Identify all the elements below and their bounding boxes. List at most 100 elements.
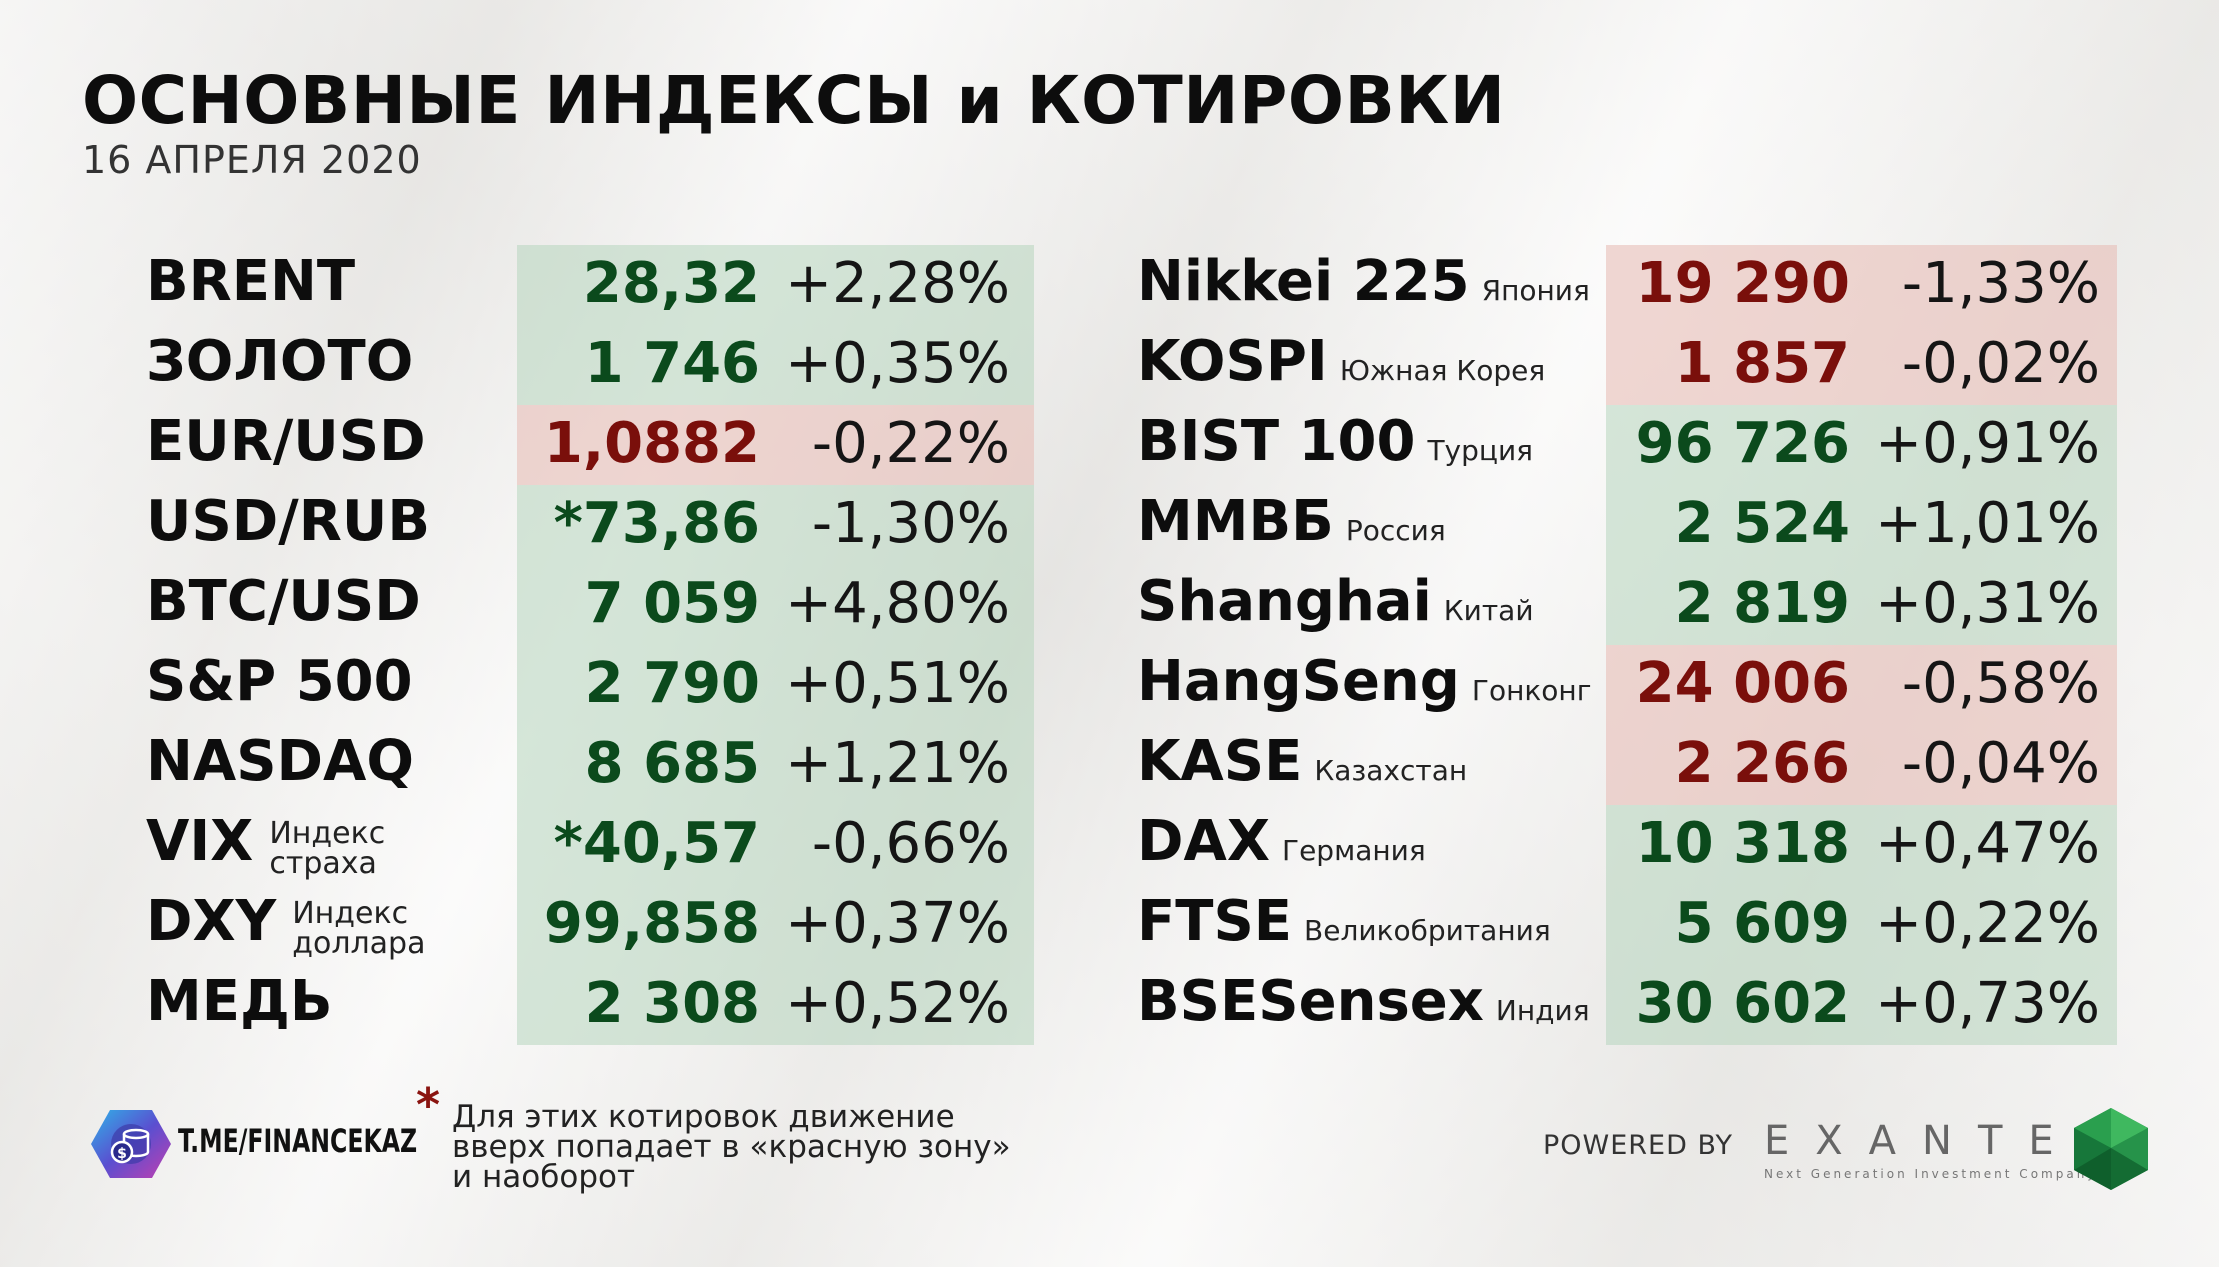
quote-value: 1,0882 <box>543 411 760 476</box>
quote-change: +1,21% <box>785 731 1010 796</box>
quote-name-text: NASDAQ <box>146 729 414 794</box>
quote-name-text: KOSPI <box>1137 329 1328 394</box>
quote-country: Гонконг <box>1471 674 1592 707</box>
quote-change: -0,04% <box>1901 731 2100 796</box>
quote-name: VIX Индекс страха <box>146 809 385 889</box>
quote-change: -0,02% <box>1901 331 2100 396</box>
quote-name-text: BSESensex <box>1137 969 1484 1034</box>
quote-value: 96 726 <box>1635 411 1850 476</box>
quote-name: ММВБ Россия <box>1137 489 1446 569</box>
quote-name: USD/RUB <box>146 489 430 569</box>
quote-name-text: ММВБ <box>1137 489 1334 554</box>
quote-change: +0,31% <box>1875 571 2100 636</box>
quote-subtitle-line: страха <box>269 846 377 881</box>
quote-subtitle-line: Индекс <box>269 816 386 851</box>
quote-name: DAX Германия <box>1137 809 1426 889</box>
quote-name: KASE Казахстан <box>1137 729 1467 809</box>
quote-name: BTC/USD <box>146 569 421 649</box>
quote-name: МЕДЬ <box>146 969 333 1049</box>
quote-name: NASDAQ <box>146 729 414 809</box>
quote-value: 10 318 <box>1635 811 1850 876</box>
quote-value: 2 819 <box>1674 571 1850 636</box>
quote-change: +0,73% <box>1875 971 2100 1036</box>
quote-change: -1,30% <box>811 491 1010 556</box>
quote-change: -0,66% <box>811 811 1010 876</box>
quote-name: Nikkei 225 Япония <box>1137 249 1590 329</box>
quote-value: 19 290 <box>1635 251 1850 316</box>
quote-value: 7 059 <box>584 571 760 636</box>
quote-subtitle-line: Индекс <box>292 896 409 931</box>
quote-value: 5 609 <box>1674 891 1850 956</box>
quote-name-text: BTC/USD <box>146 569 421 634</box>
quote-value: 8 685 <box>584 731 760 796</box>
quote-value: *73,86 <box>553 491 760 556</box>
quote-value: 28,32 <box>582 251 760 316</box>
quote-name: Shanghai Китай <box>1137 569 1534 649</box>
quote-name-text: USD/RUB <box>146 489 431 554</box>
quote-name-text: S&P 500 <box>146 649 413 714</box>
footnote-line: Для этих котировок движение <box>452 1099 955 1135</box>
quote-value: 24 006 <box>1635 651 1850 716</box>
quote-value: 1 857 <box>1674 331 1850 396</box>
quote-change: -1,33% <box>1901 251 2100 316</box>
footnote: Для этих котировок движение вверх попада… <box>452 1099 1011 1195</box>
right-red-band <box>1606 245 2117 405</box>
quote-name-text: VIX <box>146 809 254 874</box>
telegram-link[interactable]: T.ME/FINANCEKAZ <box>178 1122 418 1160</box>
quote-country: Германия <box>1282 834 1426 867</box>
quote-subtitle-line: доллара <box>292 926 426 961</box>
telegram-logo-icon: $ <box>90 1108 172 1180</box>
quote-name: BSESensex Индия <box>1137 969 1590 1049</box>
footnote-line: и наоборот <box>452 1159 636 1195</box>
quote-name-text: KASE <box>1137 729 1303 794</box>
footnote-line: вверх попадает в «красную зону» <box>452 1129 1011 1165</box>
quote-name-text: ЗОЛОТО <box>146 329 414 394</box>
left-green-band <box>517 485 1034 1045</box>
quote-change: +4,80% <box>785 571 1010 636</box>
quote-name-text: HangSeng <box>1137 649 1460 714</box>
quote-change: -0,58% <box>1901 651 2100 716</box>
quote-name-text: DAX <box>1137 809 1270 874</box>
quote-name: HangSeng Гонконг <box>1137 649 1591 729</box>
quote-value: 30 602 <box>1635 971 1850 1036</box>
note-asterisk: * <box>416 1078 441 1132</box>
left-green-band <box>517 245 1034 405</box>
quote-country: Россия <box>1345 514 1446 547</box>
quote-subtitle: Индекс страха <box>269 819 385 879</box>
quote-change: +0,52% <box>785 971 1010 1036</box>
quote-name-text: МЕДЬ <box>146 969 333 1034</box>
quote-value: 2 266 <box>1674 731 1850 796</box>
quote-name-text: Nikkei 225 <box>1137 249 1470 314</box>
quote-change: +1,01% <box>1875 491 2100 556</box>
quote-change: +0,47% <box>1875 811 2100 876</box>
quote-change: -0,22% <box>811 411 1010 476</box>
quote-name-text: BIST 100 <box>1137 409 1416 474</box>
quote-change: +0,51% <box>785 651 1010 716</box>
exante-brand: EXANTE <box>1764 1118 2080 1164</box>
quote-name: DXY Индекс доллара <box>146 889 425 969</box>
quote-name: KOSPI Южная Корея <box>1137 329 1545 409</box>
right-green-band <box>1606 805 2117 1045</box>
quote-value: 2 308 <box>584 971 760 1036</box>
quote-country: Южная Корея <box>1339 354 1546 387</box>
quote-change: +0,37% <box>785 891 1010 956</box>
quote-change: +0,22% <box>1875 891 2100 956</box>
right-green-band <box>1606 405 2117 645</box>
quote-name: BIST 100 Турция <box>1137 409 1533 489</box>
quote-name: S&P 500 <box>146 649 413 729</box>
quote-change: +2,28% <box>785 251 1010 316</box>
quote-name: ЗОЛОТО <box>146 329 413 409</box>
quote-subtitle: Индекс доллара <box>292 899 425 959</box>
quote-value: *40,57 <box>553 811 760 876</box>
quote-name-text: BRENT <box>146 249 356 314</box>
quote-country: Индия <box>1495 994 1590 1027</box>
quote-name-text: EUR/USD <box>146 409 426 474</box>
quote-name-text: DXY <box>146 889 277 954</box>
quote-name: EUR/USD <box>146 409 426 489</box>
page-title: ОСНОВНЫЕ ИНДЕКСЫ и КОТИРОВКИ <box>82 62 1506 139</box>
quote-name-text: Shanghai <box>1137 569 1432 634</box>
quote-country: Китай <box>1443 594 1534 627</box>
powered-by-label: POWERED BY <box>1543 1130 1734 1161</box>
quote-name: FTSE Великобритания <box>1137 889 1551 969</box>
quote-country: Великобритания <box>1304 914 1551 947</box>
